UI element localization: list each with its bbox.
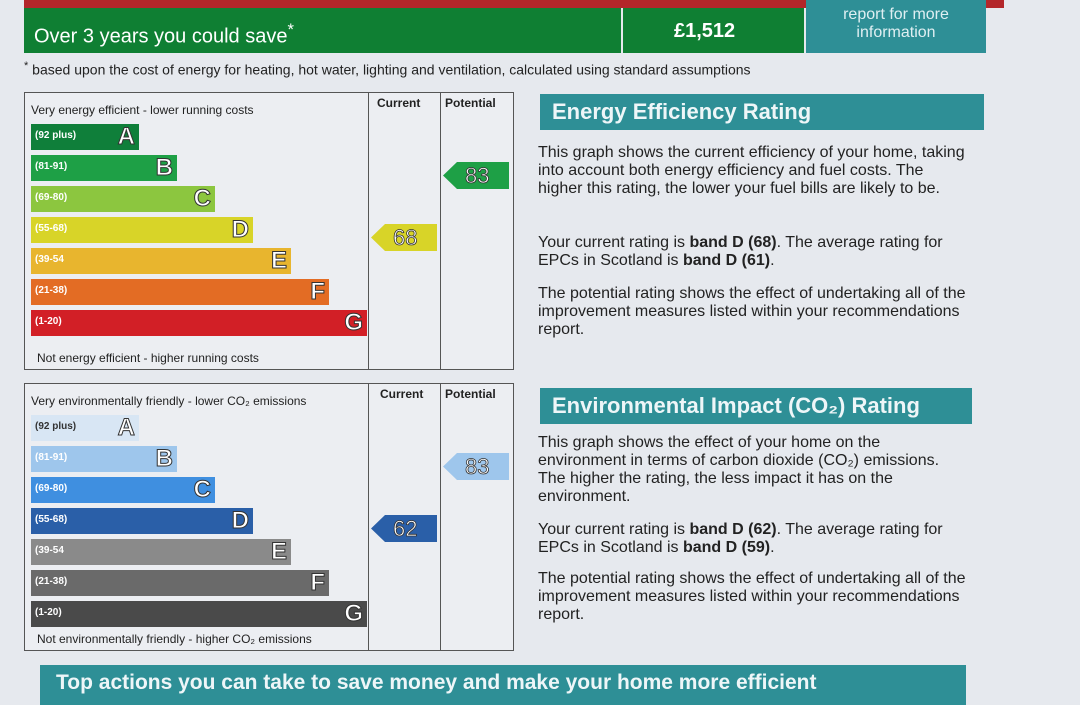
band-range: (39-54 [35, 545, 64, 556]
band-letter: A [117, 123, 135, 151]
env-para-1: This graph shows the effect of your home… [538, 434, 940, 505]
column-divider [440, 384, 441, 650]
band-f: (21-38) F [31, 278, 329, 306]
band-range: (1-20) [35, 316, 62, 327]
band-g: (1-20) G [31, 600, 367, 628]
band-range: (39-54 [35, 254, 64, 265]
energy-rating-chart: Current Potential Very energy efficient … [24, 92, 514, 370]
potential-rating-arrow: 83 [443, 453, 509, 480]
column-divider [368, 384, 369, 650]
current-rating-arrow: 62 [371, 515, 437, 542]
savings-amount: £1,512 [674, 20, 736, 42]
band-letter: G [344, 309, 364, 337]
band-range: (1-20) [35, 607, 62, 618]
rating-value: 83 [465, 163, 490, 189]
band-b: (81-91) B [31, 154, 177, 182]
band-letter: A [117, 414, 135, 442]
potential-column-header: Potential [445, 387, 496, 401]
band-range: (69-80) [35, 483, 68, 494]
band-range: (81-91) [35, 452, 68, 463]
savings-label: Over 3 years you could save* [34, 20, 294, 48]
current-column-header: Current [380, 387, 424, 401]
band-e: (39-54 E [31, 538, 291, 566]
column-divider [440, 93, 441, 369]
band-letter: B [155, 154, 173, 182]
savings-divider [621, 8, 623, 53]
energy-section-title: Energy Efficiency Rating [540, 94, 984, 130]
current-rating-arrow: 68 [371, 224, 437, 251]
chart-top-label: Very energy efficient - lower running co… [31, 103, 254, 117]
band-a: (92 plus) A [31, 123, 139, 151]
band-letter: G [344, 600, 364, 628]
band-range: (81-91) [35, 161, 68, 172]
band-range: (21-38) [35, 285, 68, 296]
rating-value: 83 [465, 454, 490, 480]
energy-para-3: The potential rating shows the effect of… [538, 285, 966, 338]
footnote: * based upon the cost of energy for heat… [24, 60, 751, 78]
energy-para-2: Your current rating is band D (68). The … [538, 234, 943, 269]
chart-bottom-label: Not environmentally friendly - higher CO… [37, 632, 312, 646]
chart-top-label: Very environmentally friendly - lower CO… [31, 394, 307, 408]
band-letter: C [193, 185, 211, 213]
band-letter: C [193, 476, 211, 504]
energy-para-1: This graph shows the current efficiency … [538, 144, 965, 197]
top-red-strip [24, 0, 1004, 8]
potential-column-header: Potential [445, 96, 496, 110]
env-section-title: Environmental Impact (CO₂) Rating [540, 388, 972, 424]
rating-value: 68 [393, 225, 418, 251]
env-para-2: Your current rating is band D (62). The … [538, 521, 943, 556]
band-a: (92 plus) A [31, 414, 139, 442]
savings-bar: Over 3 years you could save* £1,512 [24, 8, 804, 53]
band-letter: F [310, 569, 326, 597]
band-e: (39-54 E [31, 247, 291, 275]
band-range: (92 plus) [35, 130, 77, 141]
top-actions-bar: Top actions you can take to save money a… [40, 665, 966, 705]
band-f: (21-38) F [31, 569, 329, 597]
band-d: (55-68) D [31, 216, 253, 244]
band-range: (69-80) [35, 192, 68, 203]
current-column-header: Current [377, 96, 421, 110]
band-d: (55-68) D [31, 507, 253, 535]
chart-bottom-label: Not energy efficient - higher running co… [37, 351, 259, 365]
band-c: (69-80) C [31, 185, 215, 213]
band-range: (55-68) [35, 223, 68, 234]
report-link[interactable]: report for more information [806, 0, 986, 53]
band-b: (81-91) B [31, 445, 177, 473]
band-letter: B [155, 445, 173, 473]
env-rating-chart: Current Potential Very environmentally f… [24, 383, 514, 651]
band-g: (1-20) G [31, 309, 367, 337]
band-letter: D [231, 507, 249, 535]
band-letter: F [310, 278, 326, 306]
band-letter: D [231, 216, 249, 244]
band-range: (55-68) [35, 514, 68, 525]
band-letter: E [270, 247, 287, 275]
column-divider [368, 93, 369, 369]
band-c: (69-80) C [31, 476, 215, 504]
rating-value: 62 [393, 516, 418, 542]
band-range: (21-38) [35, 576, 68, 587]
band-range: (92 plus) [35, 421, 77, 432]
band-letter: E [270, 538, 287, 566]
env-para-3: The potential rating shows the effect of… [538, 570, 966, 623]
potential-rating-arrow: 83 [443, 162, 509, 189]
